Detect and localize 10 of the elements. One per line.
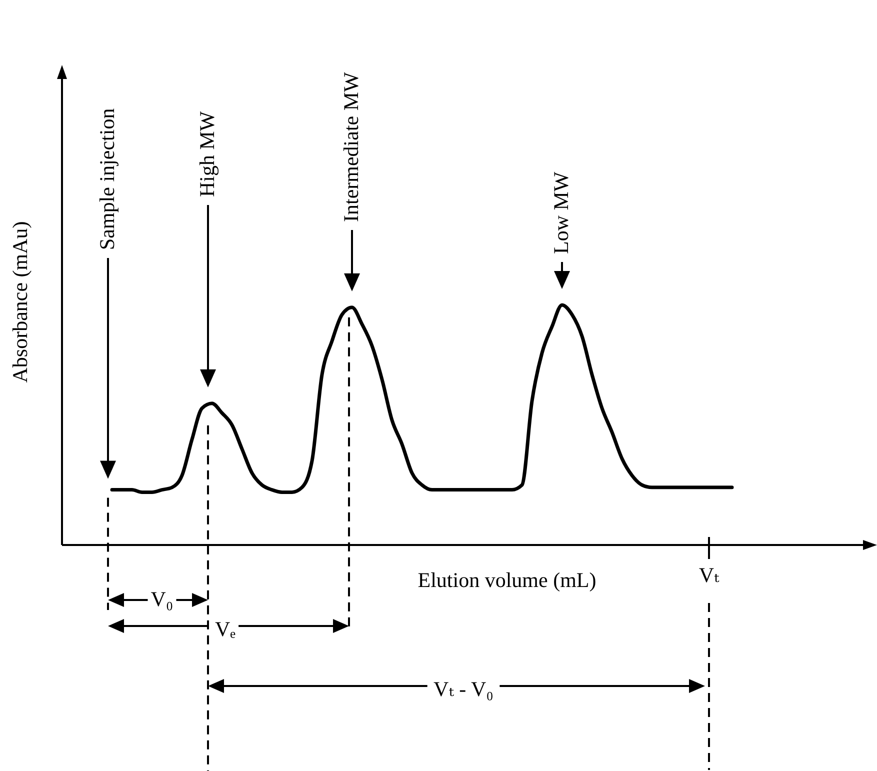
- x-axis-title: Elution volume (mL): [418, 568, 596, 592]
- text: Sample injection: [95, 108, 119, 250]
- text: Vₜ - V₀: [434, 677, 494, 701]
- text: Intermediate MW: [339, 72, 363, 222]
- text: Vₜ: [698, 563, 720, 587]
- y-axis-title: Absorbance (mAu): [8, 221, 32, 383]
- text: Low MW: [549, 172, 573, 254]
- text: Vₑ: [214, 617, 236, 641]
- text: High MW: [195, 111, 219, 198]
- text: V₀: [150, 587, 174, 611]
